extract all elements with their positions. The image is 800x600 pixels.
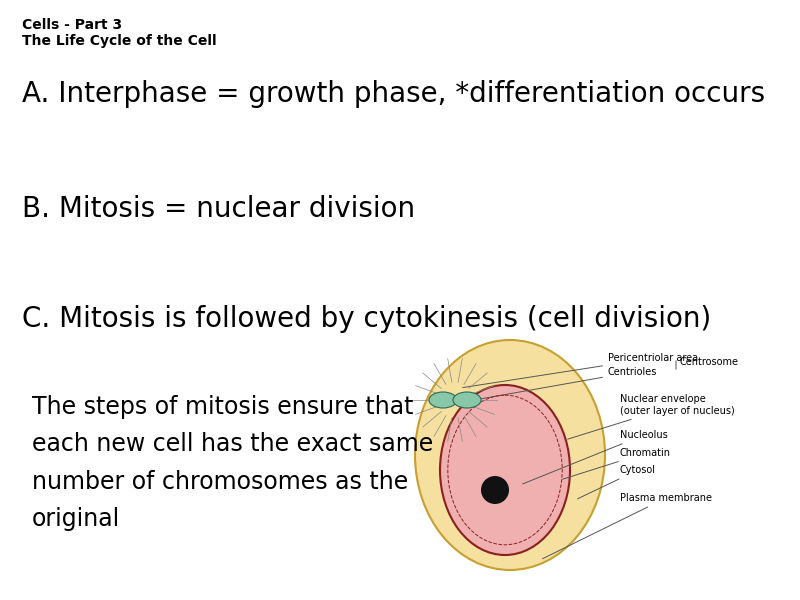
Text: Chromatin: Chromatin (562, 448, 671, 479)
Ellipse shape (481, 476, 509, 504)
Ellipse shape (415, 340, 605, 570)
Text: Pericentriolar area: Pericentriolar area (462, 353, 698, 388)
Text: The steps of mitosis ensure that
each new cell has the exact same
number of chro: The steps of mitosis ensure that each ne… (32, 395, 434, 531)
Text: Cells - Part 3: Cells - Part 3 (22, 18, 122, 32)
Text: Centrioles: Centrioles (466, 367, 658, 401)
Text: C. Mitosis is followed by cytokinesis (cell division): C. Mitosis is followed by cytokinesis (c… (22, 305, 711, 333)
Text: Nuclear envelope
(outer layer of nucleus): Nuclear envelope (outer layer of nucleus… (568, 394, 734, 439)
Text: The Life Cycle of the Cell: The Life Cycle of the Cell (22, 34, 217, 48)
Text: Centrosome: Centrosome (680, 357, 739, 367)
Text: Nucleolus: Nucleolus (522, 430, 668, 484)
Ellipse shape (453, 392, 481, 408)
Text: Cytosol: Cytosol (578, 465, 656, 499)
Ellipse shape (440, 385, 570, 555)
Ellipse shape (429, 392, 457, 408)
Text: A. Interphase = growth phase, *differentiation occurs: A. Interphase = growth phase, *different… (22, 80, 765, 108)
Text: B. Mitosis = nuclear division: B. Mitosis = nuclear division (22, 195, 415, 223)
Text: Plasma membrane: Plasma membrane (542, 493, 712, 559)
